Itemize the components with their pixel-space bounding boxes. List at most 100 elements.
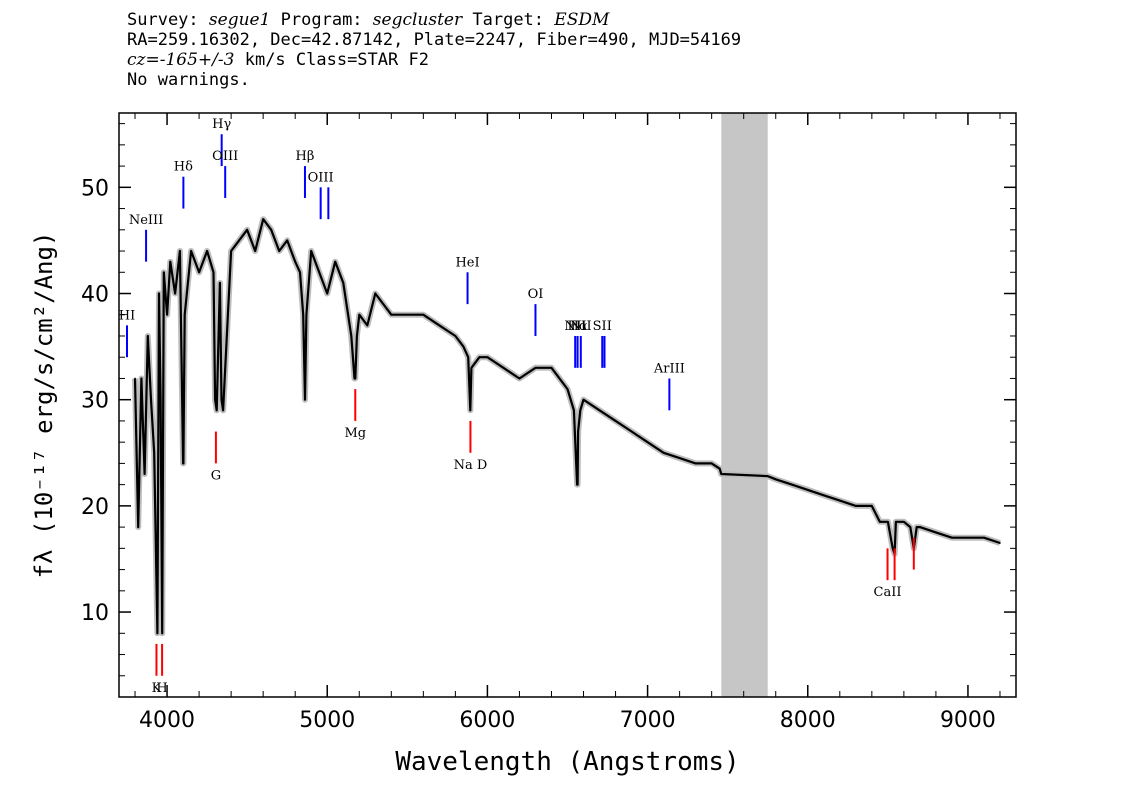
spectrum-point xyxy=(318,271,321,274)
spectrum-point xyxy=(190,250,192,252)
spectrum-point xyxy=(967,536,969,539)
spectrum-point xyxy=(212,271,215,274)
x-axis-label: Wavelength (Angstroms) xyxy=(395,747,739,777)
x-tick-label: 4000 xyxy=(139,708,195,733)
spectrum-point xyxy=(467,356,469,359)
emission-line-label: HI xyxy=(119,308,135,323)
spectrum-point xyxy=(879,521,881,523)
masked-region xyxy=(721,113,768,697)
spectrum-point xyxy=(614,420,617,422)
y-tick-label: 20 xyxy=(81,495,109,520)
spectrum-point xyxy=(438,324,441,327)
spectrum-point xyxy=(822,494,825,497)
spectrum-point xyxy=(790,483,793,486)
spectrum-point xyxy=(502,367,505,369)
spectrum-point xyxy=(222,409,224,412)
emission-line-label: Hγ xyxy=(212,117,231,132)
spectrum-point xyxy=(579,409,582,412)
spectrum-point xyxy=(469,409,472,412)
spectrum-point xyxy=(577,430,579,433)
spectrum-point xyxy=(486,356,489,359)
spectrum-point xyxy=(179,250,181,252)
x-tick-label: 5000 xyxy=(299,708,355,733)
target-label: Target: xyxy=(472,10,545,30)
spectrum-point xyxy=(390,313,393,316)
spectrum-point xyxy=(174,292,176,295)
emission-line-label: HeI xyxy=(455,255,479,270)
cz-value: -165+/-3 xyxy=(159,50,235,70)
emission-line-label: OI xyxy=(528,287,544,302)
spectrum-point xyxy=(766,475,769,477)
spectrum-point xyxy=(206,250,208,252)
spectrum-point xyxy=(718,467,721,470)
spectrum-point xyxy=(951,536,953,539)
spectrum-series xyxy=(133,218,1001,635)
spectrum-point xyxy=(262,218,264,220)
emission-line-label: Hδ xyxy=(174,160,193,175)
spectrum-point xyxy=(630,430,633,433)
spectrum-point xyxy=(935,531,937,534)
spectrum-point xyxy=(166,313,168,316)
spectrum-point xyxy=(909,526,912,528)
x-tick-label: 9000 xyxy=(940,708,996,733)
target-value: ESDM xyxy=(554,10,610,30)
spectrum-point xyxy=(576,483,579,486)
absorption-line-label: G xyxy=(211,468,221,483)
spectrum-point xyxy=(134,377,136,380)
emission-line-label: Hα xyxy=(568,319,588,334)
emission-line-label: NII xyxy=(570,319,592,334)
spectrum-point xyxy=(254,250,256,252)
spectrum-point xyxy=(220,398,223,401)
spectrum-point xyxy=(806,489,809,491)
spectrum-point xyxy=(214,398,216,401)
spectrum-point xyxy=(915,526,918,528)
survey-label: Survey: xyxy=(127,10,199,30)
spectrum-point xyxy=(710,462,713,465)
y-axis-label: fλ (10⁻¹⁷ erg/s/cm²/Ang) xyxy=(30,232,58,579)
spectrum-point xyxy=(422,313,425,316)
spectrum-point xyxy=(374,292,377,295)
spectrum-point xyxy=(326,292,329,295)
spectrum-error-band xyxy=(132,216,1001,637)
x-tick-label: 6000 xyxy=(459,708,515,733)
spectrum-point xyxy=(286,239,288,242)
spectrum-point xyxy=(354,377,357,380)
spectrum-point xyxy=(140,377,143,380)
spectrum-point xyxy=(158,292,160,295)
spectrum-line xyxy=(133,218,1001,635)
spectrum-point xyxy=(678,457,681,459)
spectrum-point xyxy=(302,313,305,316)
program-value: segcluster xyxy=(372,10,463,30)
spectrum-point xyxy=(891,547,894,550)
spectrum-point xyxy=(246,229,248,231)
absorption-line-label: Na D xyxy=(454,458,488,473)
plot-frame xyxy=(118,112,1017,698)
spectrum-point xyxy=(406,313,409,316)
spectrum-point xyxy=(215,409,218,412)
spectrum-point xyxy=(299,271,301,274)
spectrum-point xyxy=(839,499,841,502)
spectrum-point xyxy=(534,367,537,369)
spectrum-point xyxy=(462,345,465,348)
spectrum-point xyxy=(646,441,649,443)
emission-line-label: ArIII xyxy=(653,361,685,376)
spectrum-point xyxy=(150,398,152,401)
spectrum-point xyxy=(518,377,521,380)
spectrum-point xyxy=(454,335,457,337)
spectrum-point xyxy=(358,313,361,316)
spectrum-point xyxy=(573,409,575,412)
spectrum-point xyxy=(694,462,697,465)
emission-line-label: NeIII xyxy=(129,213,163,228)
spectrum-point xyxy=(161,632,164,635)
spectrum-point xyxy=(350,335,353,337)
spectrum-point xyxy=(278,250,280,252)
spectrum-point xyxy=(582,398,585,401)
y-tick-label: 40 xyxy=(81,283,109,308)
spectrum-point xyxy=(356,335,358,337)
spectrum-point xyxy=(720,473,723,475)
axis-ticks: 4000 5000 6000 7000 8000 9000 10 20 30 40 50 xyxy=(81,113,1016,733)
header-line-1: Survey: segue1 Program: segcluster Targe… xyxy=(127,10,741,30)
spectrum-point xyxy=(153,451,156,454)
spectrum-point xyxy=(183,313,186,316)
